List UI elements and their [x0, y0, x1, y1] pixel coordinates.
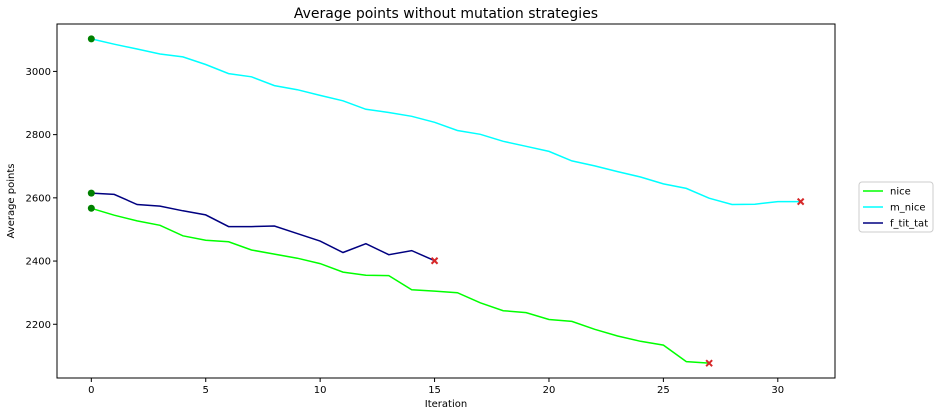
- end-marker-f_tit_tat: [430, 257, 439, 265]
- y-axis: 2200 2400 2600 2800 3000: [26, 67, 57, 331]
- end-marker-m_nice: [796, 197, 805, 206]
- legend-label: f_tit_tat: [890, 219, 928, 230]
- start-marker-nice: [87, 204, 95, 212]
- legend-item-f_tit_tat: f_tit_tat: [863, 219, 928, 230]
- x-tick-label: 30: [771, 385, 784, 396]
- legend-label: m_nice: [890, 203, 926, 214]
- series-line-nice: [91, 207, 710, 364]
- x-tick-label: 15: [428, 385, 441, 396]
- y-axis-label: Average points: [6, 164, 17, 239]
- legend-box: [858, 181, 934, 233]
- start-marker-m_nice: [87, 35, 95, 43]
- end-marker-nice: [705, 359, 713, 367]
- series-line-f_tit_tat: [91, 192, 435, 262]
- series-line-m_nice: [91, 38, 801, 206]
- legend-item-m_nice: m_nice: [863, 203, 926, 214]
- plot-area: [87, 35, 805, 367]
- plot-frame: [56, 23, 836, 379]
- chart-title: Average points without mutation strategi…: [294, 6, 598, 22]
- x-tick-label: 20: [543, 385, 556, 396]
- y-tick-label: 2400: [26, 257, 51, 268]
- legend-label: nice: [890, 187, 911, 198]
- x-tick-label: 0: [88, 385, 94, 396]
- y-tick-label: 2800: [26, 130, 51, 141]
- x-tick-label: 10: [314, 385, 327, 396]
- legend: nice m_nice f_tit_tat: [858, 181, 934, 233]
- x-tick-label: 25: [657, 385, 670, 396]
- start-marker-f_tit_tat: [87, 189, 95, 197]
- y-tick-label: 3000: [26, 67, 51, 78]
- y-tick-label: 2200: [26, 320, 51, 331]
- legend-item-nice: nice: [863, 187, 911, 198]
- y-tick-label: 2600: [26, 193, 51, 204]
- x-axis-label: Iteration: [425, 399, 467, 410]
- x-tick-label: 5: [203, 385, 209, 396]
- x-axis: 0 5 10 15 20 25 30: [88, 378, 784, 396]
